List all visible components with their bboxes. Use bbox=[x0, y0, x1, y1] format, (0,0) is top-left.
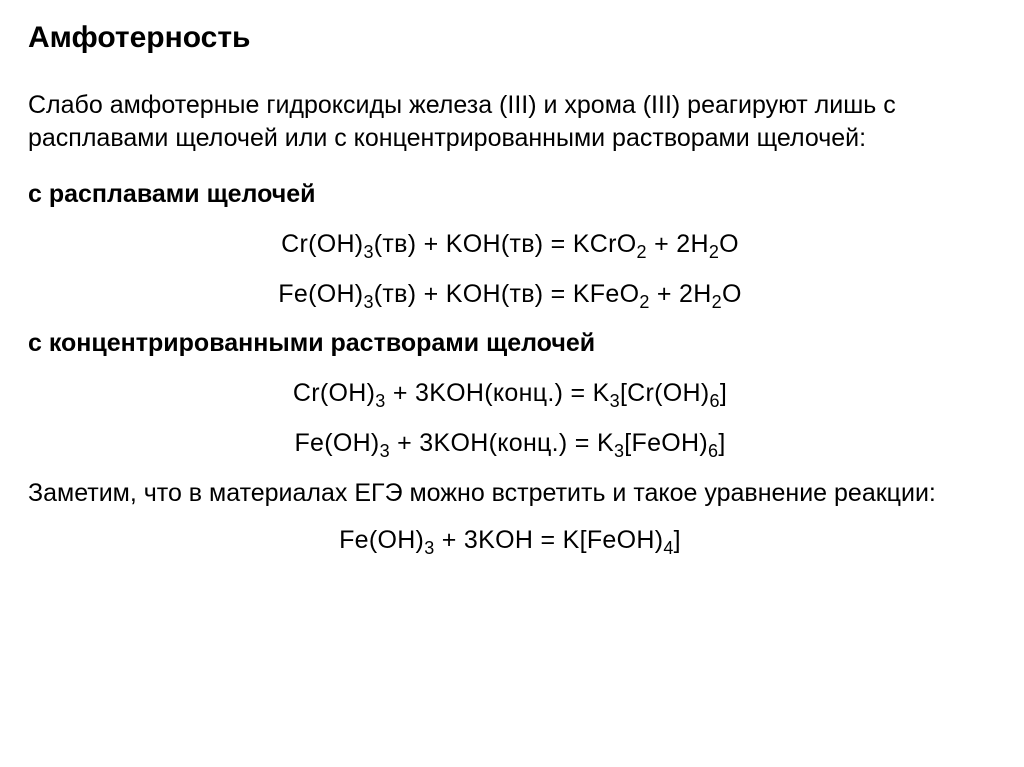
section2-heading: с концентрированными растворами щелочей bbox=[28, 327, 992, 361]
equation-4: Fe(OH)3 + 3KOH(конц.) = K3[FeOH)6] bbox=[28, 427, 992, 461]
equation-3: Cr(OH)3 + 3KOH(конц.) = K3[Cr(OH)6] bbox=[28, 377, 992, 411]
equation-2: Fe(OH)3(тв) + KOH(тв) = KFeO2 + 2H2O bbox=[28, 278, 992, 312]
equation-5: Fe(OH)3 + 3KOH = K[FeOH)4] bbox=[28, 524, 992, 558]
intro-paragraph: Слабо амфотерные гидроксиды железа (III)… bbox=[28, 89, 992, 157]
equation-1: Cr(OH)3(тв) + KOH(тв) = KCrO2 + 2H2O bbox=[28, 228, 992, 262]
section1-heading: с расплавами щелочей bbox=[28, 178, 992, 212]
note-paragraph: Заметим, что в материалах ЕГЭ можно встр… bbox=[28, 477, 992, 511]
page-title: Амфотерность bbox=[28, 18, 992, 59]
